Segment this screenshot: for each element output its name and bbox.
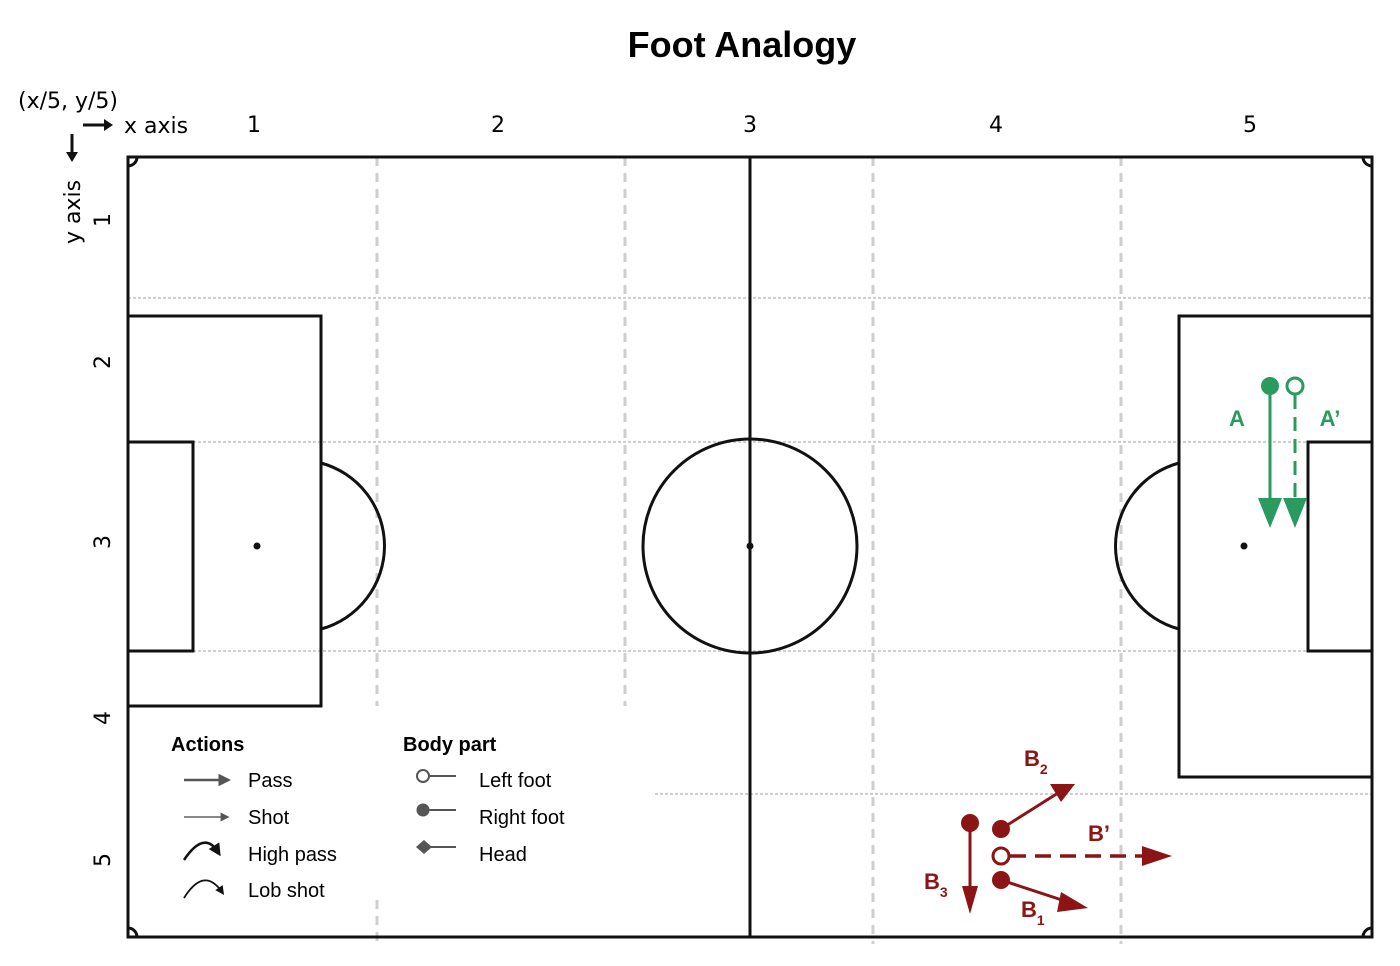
label-b1-sub: 1 — [1037, 912, 1045, 928]
legend-body-part: Body part Left foot Right foot Head — [403, 734, 565, 866]
label-b1-main: B — [1021, 897, 1037, 922]
x-tick-3: 3 — [743, 113, 757, 138]
label-b2-sub: 2 — [1040, 761, 1048, 777]
right-foot-marker — [1261, 377, 1279, 395]
label-b3-main: B — [924, 869, 940, 894]
head-icon — [416, 840, 432, 854]
y-tick-5: 5 — [91, 853, 116, 867]
label-b2: B2 — [1024, 746, 1048, 777]
label-b3: B3 — [924, 869, 948, 900]
action-a — [1258, 377, 1282, 528]
x-axis-label: x axis — [124, 114, 188, 139]
x-tick-4: 4 — [989, 113, 1003, 138]
label-a-prime: A’ — [1320, 406, 1341, 431]
high-pass-arrow-icon — [182, 841, 221, 861]
lob-shot-arrow-icon — [183, 879, 225, 899]
label-b-prime: B’ — [1088, 821, 1110, 846]
action-b2 — [992, 784, 1075, 838]
action-b3 — [961, 814, 979, 914]
coords-label: (x/5, y/5) — [18, 89, 118, 114]
legend-body-right-foot: Right foot — [479, 807, 565, 829]
legend-body-left-foot: Left foot — [479, 770, 552, 792]
legend-body-title: Body part — [403, 734, 497, 756]
x-axis-arrow-icon — [83, 119, 113, 131]
legend-body-head: Head — [479, 844, 527, 866]
y-tick-1: 1 — [91, 213, 116, 227]
grid — [128, 157, 1372, 944]
x-tick-2: 2 — [491, 113, 505, 138]
label-a: A — [1229, 406, 1245, 431]
pitch-spots — [253, 542, 1248, 550]
label-b2-main: B — [1024, 746, 1040, 771]
legend-action-shot: Shot — [248, 807, 290, 829]
legend-action-lob-shot: Lob shot — [248, 880, 325, 902]
legend-action-high-pass: High pass — [248, 844, 337, 866]
x-tick-1: 1 — [247, 113, 261, 138]
diagram-title: Foot Analogy — [628, 24, 857, 65]
y-tick-2: 2 — [91, 355, 116, 369]
legend-actions-title: Actions — [171, 734, 244, 756]
y-tick-4: 4 — [91, 711, 116, 725]
action-b-prime — [991, 846, 1172, 866]
legend-action-pass: Pass — [248, 770, 292, 792]
right-foot-icon — [416, 803, 430, 817]
football-pitch — [126, 155, 1374, 939]
legend-actions: Actions Pass Shot High pass Lob shot — [171, 734, 337, 902]
action-a-prime — [1283, 376, 1307, 528]
action-b1 — [992, 871, 1088, 912]
left-foot-icon — [416, 769, 430, 783]
x-tick-5: 5 — [1243, 113, 1257, 138]
label-b1: B1 — [1021, 897, 1045, 928]
label-b3-sub: 3 — [940, 884, 948, 900]
y-axis-label: y axis — [61, 180, 86, 244]
y-axis-arrow-icon — [66, 134, 78, 162]
left-foot-marker — [1285, 376, 1305, 396]
y-tick-3: 3 — [91, 535, 116, 549]
